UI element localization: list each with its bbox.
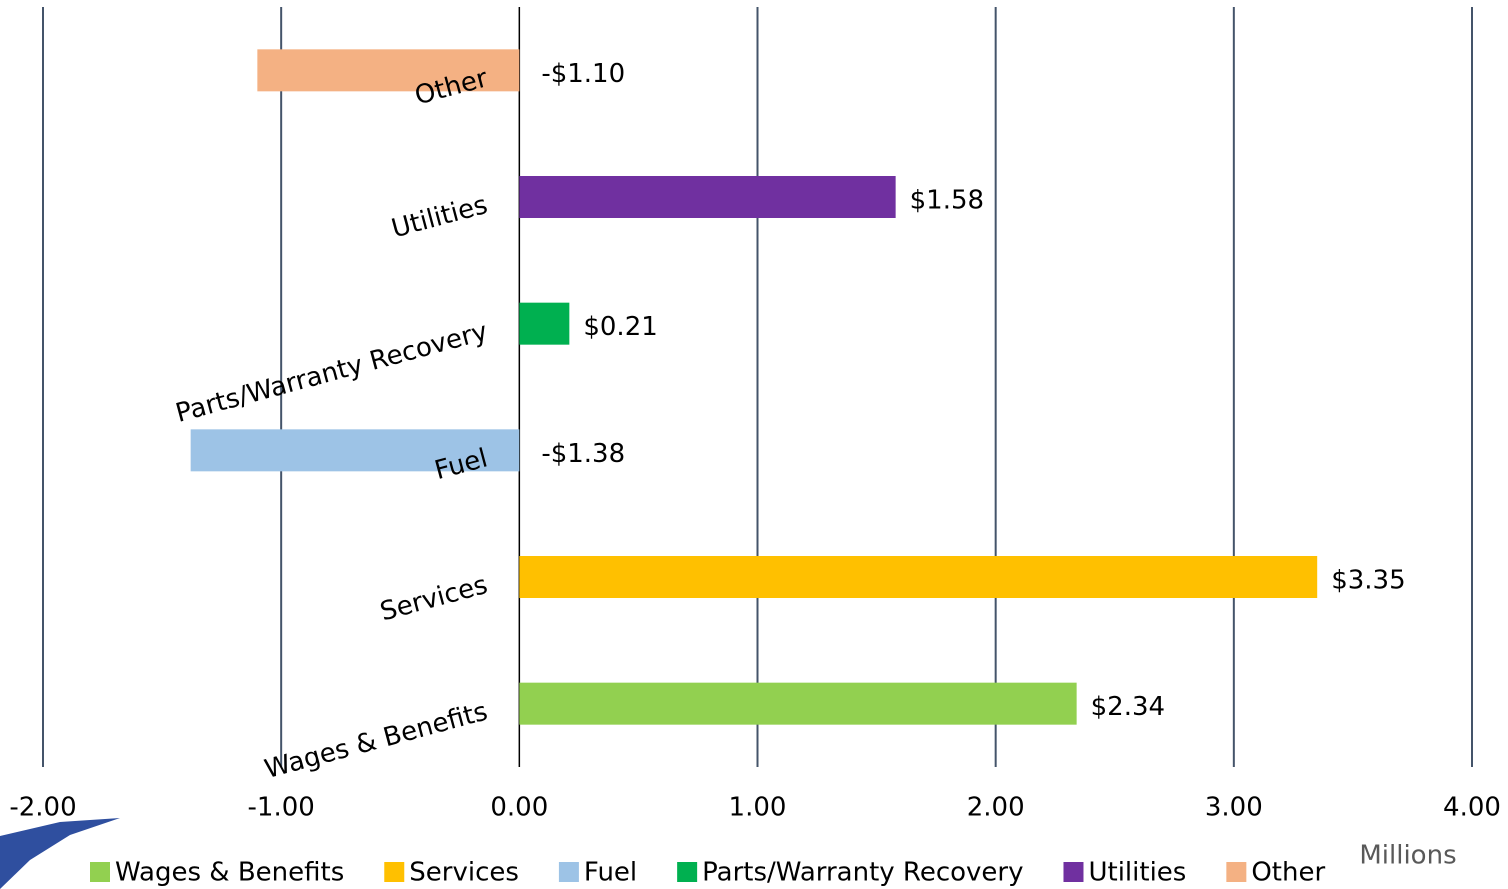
x-tick-label: -2.00 xyxy=(9,793,76,823)
corner-decoration xyxy=(0,818,120,889)
x-tick-label: 4.00 xyxy=(1443,793,1501,823)
legend-swatch xyxy=(677,862,698,882)
legend-label: Services xyxy=(409,858,519,888)
y-tick-label: Parts/Warranty Recovery xyxy=(173,317,491,429)
legend-swatch xyxy=(1226,862,1247,882)
legend-swatch xyxy=(558,862,579,882)
value-label: $0.21 xyxy=(583,312,657,342)
x-tick-label: 1.00 xyxy=(729,793,787,823)
legend-swatch xyxy=(90,862,110,882)
legend-label: Utilities xyxy=(1088,858,1186,888)
legend-label: Parts/Warranty Recovery xyxy=(702,858,1023,888)
x-tick-label: 2.00 xyxy=(967,793,1025,823)
y-tick-label: Wages & Benefits xyxy=(262,697,491,785)
x-tick-label: 3.00 xyxy=(1205,793,1263,823)
legend-label: Wages & Benefits xyxy=(115,858,344,888)
x-tick-label: 0.00 xyxy=(490,793,548,823)
legend-swatch xyxy=(384,862,405,882)
legend-label: Other xyxy=(1251,858,1325,888)
y-tick-label: Services xyxy=(377,570,491,627)
bar xyxy=(519,302,570,345)
value-label: -$1.38 xyxy=(541,439,625,469)
bar xyxy=(257,49,520,92)
value-label: $3.35 xyxy=(1331,566,1405,596)
value-label: $2.34 xyxy=(1091,692,1165,722)
bar xyxy=(519,682,1077,725)
legend-label: Fuel xyxy=(584,858,637,888)
bar xyxy=(190,429,520,472)
bar xyxy=(519,176,896,218)
legend-swatch xyxy=(1063,862,1084,882)
y-tick-label: Utilities xyxy=(388,190,490,244)
x-axis-label: Millions xyxy=(1359,841,1456,871)
x-tick-label: -1.00 xyxy=(248,793,315,823)
value-label: $1.58 xyxy=(910,186,984,216)
bar xyxy=(519,556,1318,598)
value-label: -$1.10 xyxy=(541,59,625,89)
